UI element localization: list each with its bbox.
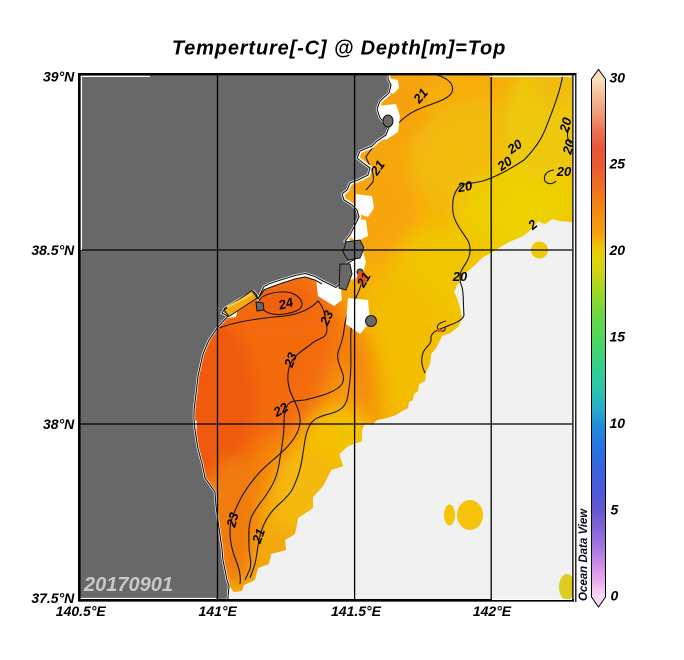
svg-text:141°E: 141°E [199,603,238,619]
svg-text:37.5°N: 37.5°N [31,590,75,606]
svg-text:10: 10 [610,415,626,431]
svg-text:39°N: 39°N [43,69,75,85]
svg-text:20: 20 [556,115,575,135]
svg-text:142°E: 142°E [473,603,512,619]
svg-text:21: 21 [353,270,374,291]
svg-text:21: 21 [367,157,388,178]
svg-text:25: 25 [609,156,626,172]
svg-text:15: 15 [610,329,626,345]
svg-text:20: 20 [609,242,626,258]
svg-text:Temperture[-C] @ Depth[m]=Top: Temperture[-C] @ Depth[m]=Top [172,38,506,60]
svg-text:38°N: 38°N [43,416,75,432]
svg-text:20170901: 20170901 [83,574,173,596]
svg-text:141.5°E: 141.5°E [331,603,382,619]
svg-text:22: 22 [270,399,292,420]
svg-text:20: 20 [556,164,572,179]
svg-text:21: 21 [249,526,268,546]
svg-text:30: 30 [610,69,626,85]
svg-text:38.5°N: 38.5°N [31,242,75,258]
svg-text:140.5°E: 140.5°E [56,603,107,619]
svg-text:20: 20 [456,178,475,196]
svg-text:20: 20 [452,269,468,284]
svg-text:5: 5 [611,501,619,517]
svg-text:23: 23 [223,510,242,530]
svg-text:24: 24 [276,294,296,313]
svg-text:0: 0 [611,588,619,604]
svg-text:23: 23 [316,307,336,328]
svg-text:20: 20 [559,137,578,157]
svg-text:23: 23 [281,350,301,370]
svg-text:Ocean Data View: Ocean Data View [578,508,590,601]
